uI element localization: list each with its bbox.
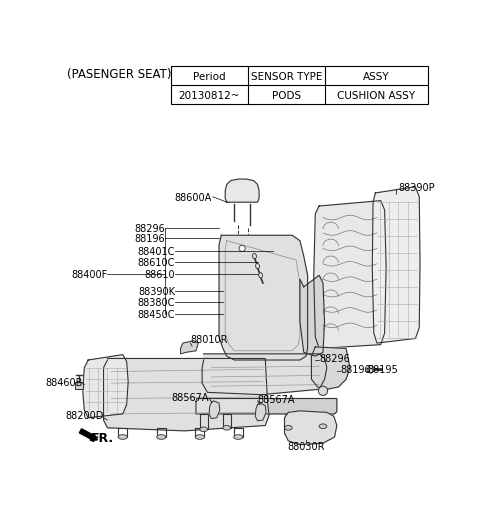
Ellipse shape	[234, 435, 243, 439]
Text: 88296: 88296	[319, 354, 350, 364]
Text: 88296: 88296	[134, 223, 165, 233]
Polygon shape	[75, 382, 83, 389]
Polygon shape	[372, 187, 420, 343]
Text: FR.: FR.	[90, 431, 114, 443]
Ellipse shape	[195, 435, 204, 439]
Text: Period: Period	[193, 71, 226, 81]
Text: 88567A: 88567A	[258, 394, 295, 403]
Ellipse shape	[255, 264, 260, 269]
Text: 88195: 88195	[368, 365, 398, 375]
Text: PODS: PODS	[272, 90, 301, 100]
Ellipse shape	[259, 273, 263, 278]
Text: ASSY: ASSY	[363, 71, 390, 81]
Ellipse shape	[285, 426, 292, 430]
Text: 88610: 88610	[144, 269, 175, 279]
Text: 88460B: 88460B	[46, 377, 83, 387]
Polygon shape	[196, 399, 337, 414]
Text: 88030R: 88030R	[288, 441, 325, 451]
Ellipse shape	[368, 366, 374, 373]
Ellipse shape	[318, 386, 328, 395]
Text: 88567A: 88567A	[171, 392, 209, 402]
Text: 88390K: 88390K	[138, 286, 175, 296]
Text: SENSOR TYPE: SENSOR TYPE	[251, 71, 322, 81]
FancyArrow shape	[79, 429, 97, 440]
Ellipse shape	[319, 424, 327, 429]
Polygon shape	[255, 403, 266, 421]
Ellipse shape	[156, 435, 166, 439]
Text: 20130812~: 20130812~	[179, 90, 240, 100]
Polygon shape	[225, 180, 259, 203]
Text: CUSHION ASSY: CUSHION ASSY	[337, 90, 415, 100]
Text: (PASENGER SEAT): (PASENGER SEAT)	[67, 68, 172, 81]
Polygon shape	[314, 201, 386, 349]
Text: 88610C: 88610C	[138, 258, 175, 268]
Text: 88401C: 88401C	[138, 246, 175, 256]
Text: 88380C: 88380C	[138, 297, 175, 308]
Text: 88196: 88196	[340, 365, 371, 375]
Polygon shape	[285, 411, 337, 445]
Text: 88200D: 88200D	[65, 411, 104, 421]
Text: 88450C: 88450C	[138, 309, 175, 319]
Text: 88010R: 88010R	[191, 335, 228, 344]
Polygon shape	[300, 276, 324, 357]
Polygon shape	[180, 341, 198, 354]
Polygon shape	[104, 359, 269, 431]
Polygon shape	[312, 347, 350, 389]
Text: 88600A: 88600A	[174, 192, 211, 203]
Ellipse shape	[223, 426, 230, 430]
Polygon shape	[209, 401, 220, 419]
Text: 88390P: 88390P	[398, 182, 435, 192]
Bar	[170, 67, 428, 105]
Polygon shape	[219, 236, 308, 360]
Text: 88400F: 88400F	[71, 269, 108, 279]
Ellipse shape	[239, 246, 245, 252]
Ellipse shape	[252, 254, 256, 259]
Text: 88196: 88196	[134, 234, 165, 244]
Ellipse shape	[118, 435, 127, 439]
Ellipse shape	[200, 427, 207, 432]
Polygon shape	[202, 354, 327, 395]
Polygon shape	[83, 355, 128, 418]
